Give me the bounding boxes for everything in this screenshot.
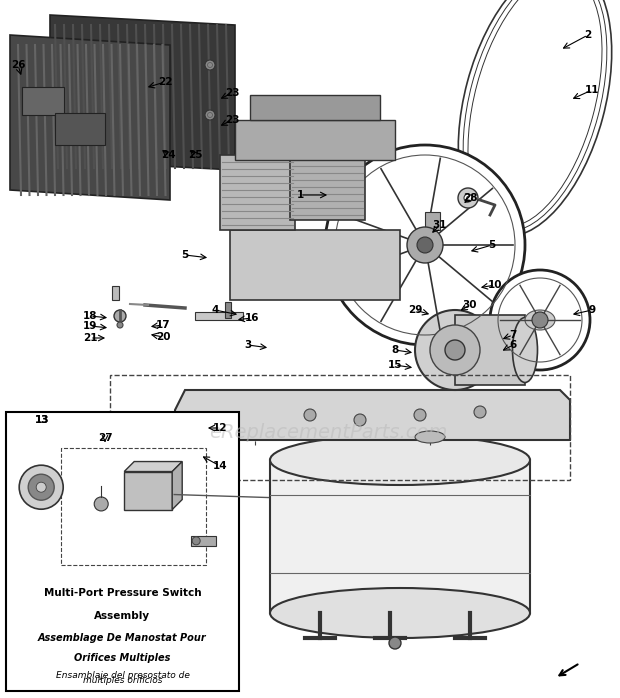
Text: 10: 10 — [488, 280, 502, 290]
Ellipse shape — [525, 310, 555, 330]
Circle shape — [325, 145, 525, 345]
Circle shape — [354, 414, 366, 426]
Text: 25: 25 — [188, 150, 202, 160]
Text: 13: 13 — [35, 415, 49, 425]
Text: 2: 2 — [585, 30, 591, 40]
Bar — [290, 145, 365, 220]
Circle shape — [417, 237, 433, 253]
Text: 29: 29 — [408, 305, 422, 315]
Bar — [235, 120, 395, 160]
Text: 20: 20 — [156, 332, 171, 342]
Circle shape — [19, 465, 63, 510]
Bar — [250, 95, 380, 120]
Bar — [6, 412, 239, 691]
Ellipse shape — [430, 325, 480, 375]
Bar — [61, 448, 206, 565]
Text: 24: 24 — [161, 150, 175, 160]
Text: 5: 5 — [182, 250, 188, 260]
Polygon shape — [124, 461, 182, 472]
Text: 8: 8 — [391, 345, 399, 355]
Ellipse shape — [513, 318, 538, 383]
Text: eReplacementParts.com: eReplacementParts.com — [210, 423, 448, 443]
Circle shape — [205, 60, 215, 70]
Circle shape — [464, 194, 472, 202]
Bar — [230, 230, 400, 300]
Text: 30: 30 — [463, 300, 477, 310]
Circle shape — [36, 482, 46, 492]
Circle shape — [407, 227, 443, 263]
Circle shape — [192, 537, 200, 545]
Text: 16: 16 — [245, 313, 259, 323]
Bar — [112, 286, 119, 300]
Circle shape — [458, 188, 478, 208]
Text: 17: 17 — [156, 320, 171, 330]
Text: Multi-Port Pressure Switch: Multi-Port Pressure Switch — [43, 588, 202, 598]
Text: 11: 11 — [585, 85, 600, 95]
Text: Orifices Multiples: Orifices Multiples — [74, 653, 170, 662]
Circle shape — [389, 637, 401, 649]
Text: 23: 23 — [224, 115, 239, 125]
Text: 7: 7 — [509, 330, 516, 340]
Circle shape — [94, 497, 108, 511]
Text: 1: 1 — [296, 190, 304, 200]
Text: Assembly: Assembly — [94, 611, 151, 621]
Text: 13: 13 — [35, 415, 49, 425]
Text: 31: 31 — [433, 220, 447, 230]
Text: 15: 15 — [388, 360, 402, 370]
Text: 6: 6 — [510, 340, 516, 350]
Bar — [22, 87, 64, 115]
Bar — [110, 375, 570, 480]
Circle shape — [532, 312, 548, 328]
Text: Assemblage De Manostat Pour: Assemblage De Manostat Pour — [38, 633, 206, 643]
Text: 9: 9 — [588, 305, 596, 315]
Text: 23: 23 — [224, 88, 239, 98]
Ellipse shape — [270, 435, 530, 485]
Bar — [425, 212, 440, 230]
Text: 14: 14 — [213, 461, 228, 471]
Circle shape — [205, 110, 215, 120]
Ellipse shape — [415, 310, 495, 390]
Ellipse shape — [270, 588, 530, 638]
Circle shape — [304, 409, 316, 421]
Text: 26: 26 — [11, 60, 25, 70]
Text: 12: 12 — [213, 423, 228, 433]
Text: 3: 3 — [244, 340, 252, 350]
Text: 28: 28 — [463, 193, 477, 203]
Text: 4: 4 — [211, 305, 219, 315]
Circle shape — [117, 322, 123, 328]
Bar — [455, 315, 525, 385]
Text: 21: 21 — [82, 333, 97, 343]
Text: 18: 18 — [82, 311, 97, 321]
Text: 27: 27 — [98, 433, 112, 443]
Text: multiples orificios: multiples orificios — [82, 676, 162, 685]
Text: 19: 19 — [83, 321, 97, 331]
Bar — [220, 155, 295, 230]
Polygon shape — [10, 35, 170, 200]
Circle shape — [474, 406, 486, 418]
Bar — [225, 302, 231, 318]
Bar — [195, 312, 243, 320]
Bar — [124, 472, 172, 510]
Polygon shape — [175, 390, 570, 440]
Text: Ensamblaje del presostato de: Ensamblaje del presostato de — [56, 671, 189, 680]
Circle shape — [414, 409, 426, 421]
Circle shape — [114, 310, 126, 322]
Text: 5: 5 — [489, 240, 495, 250]
Circle shape — [28, 474, 54, 500]
Ellipse shape — [445, 340, 465, 360]
Bar — [55, 113, 105, 145]
Text: 22: 22 — [157, 77, 172, 87]
Bar — [191, 536, 216, 546]
Polygon shape — [172, 461, 182, 510]
Circle shape — [490, 270, 590, 370]
Polygon shape — [50, 15, 235, 170]
Ellipse shape — [415, 431, 445, 443]
Bar — [270, 460, 530, 613]
